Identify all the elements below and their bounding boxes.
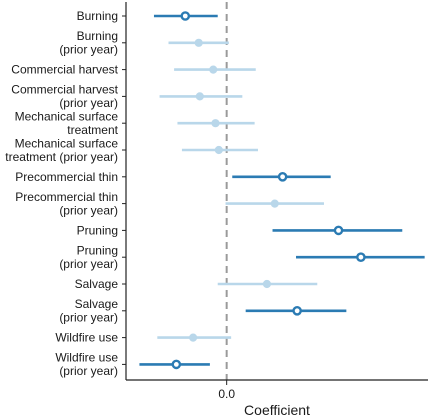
point-estimate — [333, 225, 344, 236]
point-estimate — [189, 333, 198, 342]
point-estimate — [194, 38, 203, 47]
point-estimate — [270, 199, 279, 208]
category-label: Precommercial thin — [15, 170, 118, 184]
point-estimate — [171, 359, 182, 370]
category-label: Wildfire use (prior year) — [55, 351, 118, 379]
x-axis-title: Coefficient — [244, 402, 310, 418]
category-label: Mechanical surface treatment — [15, 109, 119, 137]
point-estimate — [292, 305, 302, 316]
point-estimate — [356, 252, 366, 263]
category-label: Commercial harvest (prior year) — [11, 83, 118, 111]
point-estimate — [277, 171, 288, 182]
category-label: Wildfire use — [55, 331, 118, 345]
category-label: Commercial harvest — [11, 63, 118, 77]
point-estimate — [211, 119, 220, 128]
category-label: Pruning — [77, 223, 118, 237]
category-label: Salvage — [75, 277, 119, 291]
category-label: Burning — [77, 9, 118, 23]
point-estimate — [262, 279, 272, 289]
point-estimate — [195, 92, 204, 101]
category-label: Pruning (prior year) — [59, 243, 118, 271]
category-label: Precommercial thin (prior year) — [15, 190, 118, 218]
point-estimate — [180, 11, 191, 21]
category-label: Salvage (prior year) — [59, 297, 118, 325]
x-tick-label: 0.0 — [218, 387, 235, 401]
category-label: Burning (prior year) — [59, 29, 118, 57]
point-estimate — [214, 145, 223, 155]
category-label: Mechanical surface treatment (prior year) — [5, 136, 118, 164]
point-estimate — [209, 65, 218, 74]
